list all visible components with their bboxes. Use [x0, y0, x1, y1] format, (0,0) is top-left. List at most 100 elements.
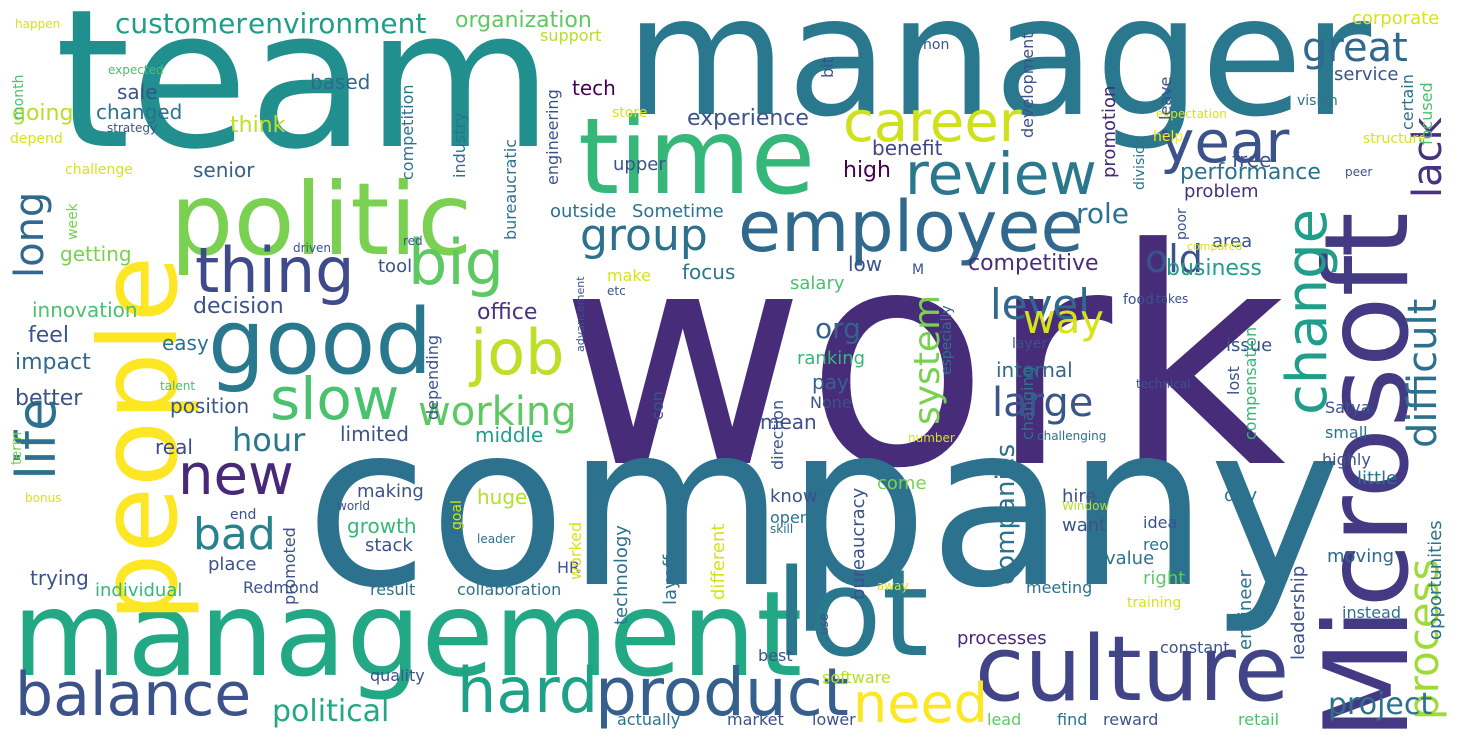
- word: based: [310, 70, 371, 94]
- word: management: [12, 565, 803, 703]
- word: time: [578, 96, 816, 218]
- word: corporate: [1352, 8, 1440, 29]
- word: expectation: [1156, 107, 1227, 121]
- word: changing: [1018, 366, 1037, 440]
- word: leave: [1156, 76, 1175, 120]
- word: instead: [1342, 603, 1401, 622]
- word: retail: [1238, 710, 1280, 729]
- word: depend: [10, 131, 63, 147]
- word: term: [9, 431, 25, 465]
- word: trying: [30, 566, 89, 590]
- word: promoted: [280, 527, 299, 605]
- word: skill: [770, 522, 794, 536]
- word: free: [1232, 148, 1272, 172]
- word: collaboration: [457, 580, 562, 599]
- word: best: [758, 646, 793, 665]
- word: good: [208, 290, 433, 395]
- word: driven: [293, 241, 331, 255]
- word: meeting: [1026, 578, 1093, 597]
- word: bureaucracy: [848, 487, 869, 600]
- word: experience: [687, 106, 809, 131]
- word: org: [815, 312, 861, 345]
- word: thing: [195, 234, 355, 307]
- word: reorg: [1143, 535, 1186, 554]
- word: away: [877, 579, 909, 593]
- word: working: [418, 389, 577, 435]
- word: layoff: [660, 554, 681, 605]
- word: Satya: [1325, 398, 1371, 417]
- word: help: [1153, 129, 1184, 145]
- word: promotion: [1099, 85, 1120, 178]
- word: stack: [365, 535, 413, 556]
- word: big: [408, 226, 504, 299]
- word: actually: [617, 710, 681, 729]
- word: software: [822, 668, 891, 687]
- word: want: [1062, 515, 1107, 536]
- word: store: [612, 105, 648, 121]
- word: customer: [115, 7, 247, 40]
- word: moving: [1327, 546, 1395, 567]
- word: companies: [991, 443, 1021, 585]
- word: lost: [1224, 366, 1243, 395]
- word: different: [708, 523, 729, 600]
- word: division: [1132, 136, 1148, 190]
- word: pay: [812, 370, 849, 394]
- word: think: [230, 113, 286, 138]
- word: small: [1325, 423, 1368, 442]
- word: development: [1018, 32, 1037, 138]
- word: expected: [108, 63, 164, 77]
- word: compensation: [1241, 326, 1260, 440]
- word: lead: [987, 710, 1022, 729]
- word: certain: [1398, 74, 1417, 130]
- word: talent: [160, 379, 196, 393]
- word: politic: [170, 161, 473, 278]
- word: find: [1057, 710, 1088, 729]
- word: hire: [1062, 486, 1097, 507]
- word: job: [470, 316, 565, 389]
- word: mean: [760, 410, 817, 434]
- word: Window: [1062, 499, 1110, 513]
- word: support: [540, 26, 602, 45]
- word: bad: [193, 509, 276, 560]
- word: non: [923, 37, 950, 53]
- word: constant: [1160, 638, 1230, 657]
- word: competition: [398, 84, 417, 180]
- word: getting: [60, 242, 132, 266]
- word: technical: [1136, 377, 1191, 391]
- word: day: [1224, 485, 1258, 506]
- word: world: [337, 499, 371, 513]
- word: end: [230, 507, 257, 523]
- word: long: [7, 191, 53, 278]
- word: place: [208, 554, 257, 575]
- word: career: [843, 90, 1022, 155]
- word: growth: [347, 514, 417, 538]
- word: None: [810, 393, 852, 412]
- word: problem: [1184, 181, 1259, 202]
- word: need: [853, 672, 988, 735]
- word: leadership: [1288, 565, 1309, 660]
- word: change: [1275, 208, 1340, 415]
- word: outside: [550, 201, 617, 222]
- word: culture: [975, 617, 1290, 722]
- word: lot: [775, 545, 929, 684]
- word: position: [170, 394, 250, 418]
- word: challenging: [1037, 429, 1107, 443]
- word: huge: [477, 485, 528, 509]
- word: environment: [248, 7, 427, 40]
- word: competitive: [968, 251, 1099, 276]
- word: focused: [1417, 82, 1436, 145]
- word: red: [403, 234, 423, 248]
- word: market: [727, 710, 784, 729]
- word: team: [55, 0, 554, 192]
- word: little: [1357, 468, 1398, 489]
- word: low: [848, 252, 883, 276]
- word: Sometime: [632, 201, 724, 222]
- word: engineer: [1235, 570, 1256, 650]
- word: high: [843, 158, 891, 183]
- word: bonus: [25, 491, 62, 505]
- word: especially: [939, 305, 955, 375]
- word: HR: [557, 558, 581, 577]
- word: strategy: [107, 121, 158, 135]
- word: real: [155, 435, 193, 459]
- word: con: [648, 391, 667, 420]
